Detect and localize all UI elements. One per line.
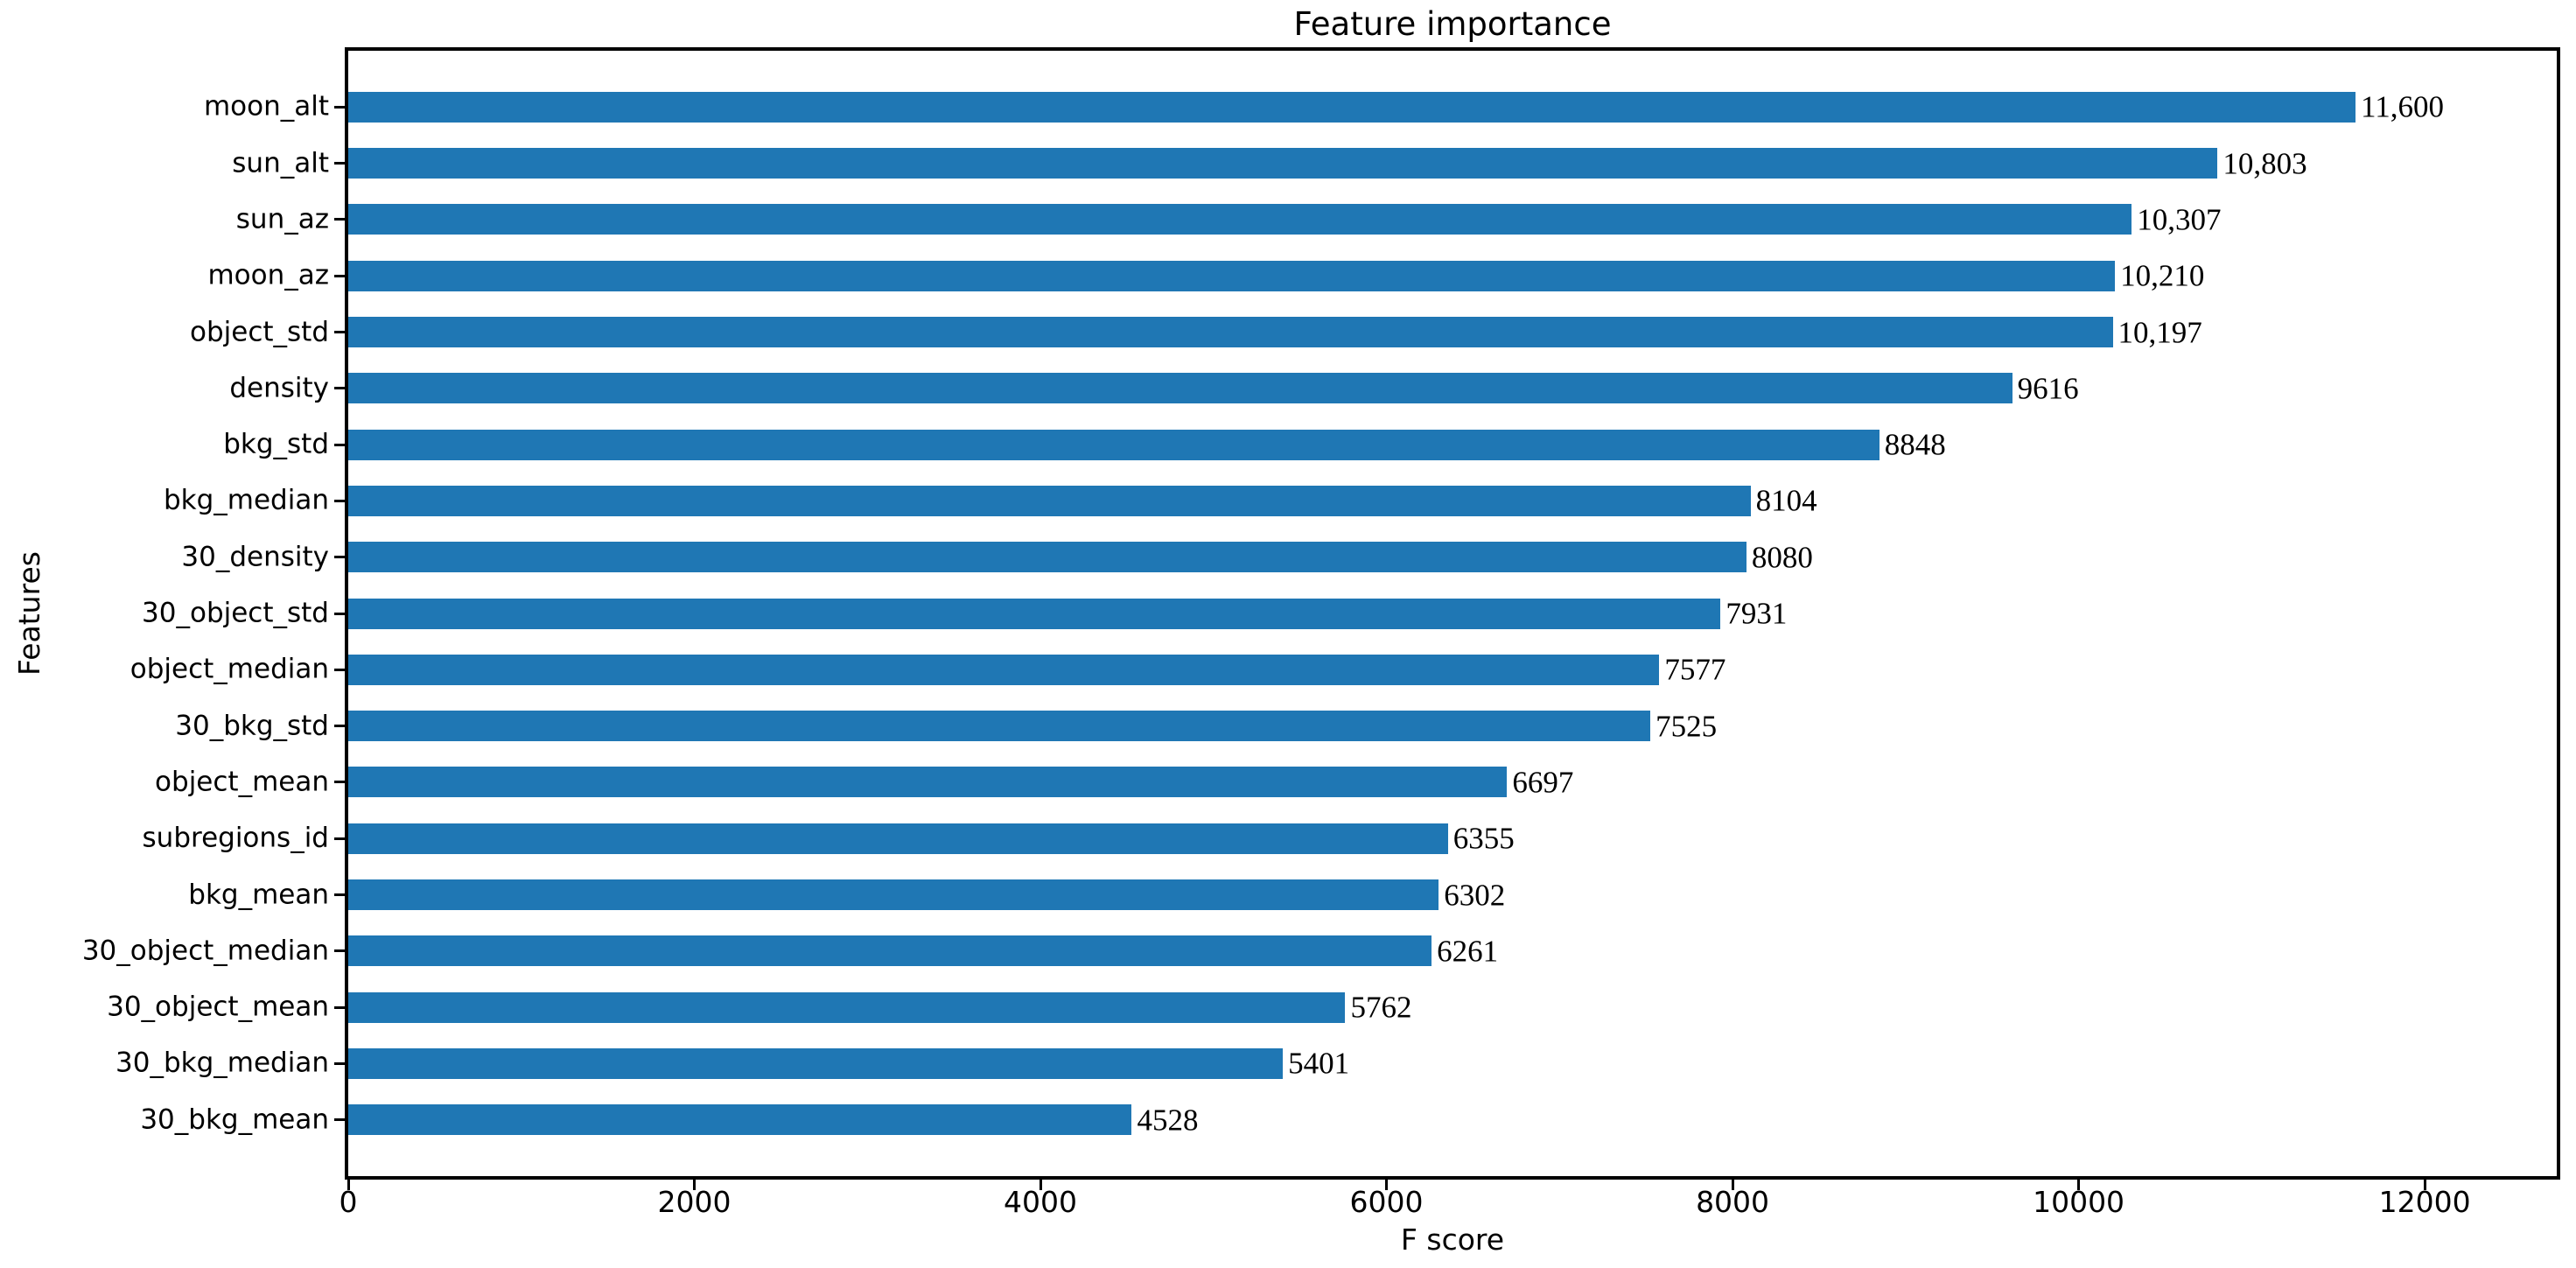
- x-axis-label: F score: [1400, 1222, 1505, 1257]
- y-tick-label: 30_bkg_median: [116, 1047, 329, 1079]
- bar-value-label: 4528: [1137, 1103, 1199, 1138]
- bar-value-label: 7525: [1656, 709, 1718, 744]
- bar: [348, 711, 1651, 742]
- x-tick-label: 12000: [2378, 1185, 2471, 1219]
- bar-value-label: 8080: [1751, 540, 1813, 575]
- bar: [348, 879, 1439, 910]
- bar: [348, 204, 2132, 235]
- bar-value-label: 6697: [1512, 765, 1574, 800]
- y-tick-mark: [334, 499, 345, 502]
- x-tick-label: 8000: [1696, 1185, 1770, 1219]
- y-tick-mark: [334, 781, 345, 784]
- bar: [348, 485, 1751, 516]
- x-tick-label: 0: [339, 1185, 358, 1219]
- bar-value-label: 8104: [1755, 483, 1817, 518]
- y-tick-label: 30_bkg_mean: [140, 1103, 329, 1136]
- y-tick-mark: [334, 949, 345, 953]
- y-tick-label: 30_object_mean: [107, 991, 329, 1023]
- y-tick-label: object_median: [130, 653, 329, 685]
- bar: [348, 429, 1880, 460]
- bar: [348, 373, 2012, 404]
- bar: [348, 317, 2113, 347]
- y-tick-mark: [334, 443, 345, 446]
- y-tick-mark: [334, 1061, 345, 1065]
- bar-value-label: 10,803: [2222, 146, 2307, 181]
- bar: [348, 542, 1746, 573]
- bar-value-label: 10,210: [2120, 258, 2205, 293]
- y-tick-mark: [334, 218, 345, 221]
- bar: [348, 935, 1432, 967]
- bar-value-label: 11,600: [2361, 89, 2444, 124]
- bar-value-label: 9616: [2017, 371, 2079, 406]
- y-tick-mark: [334, 668, 345, 671]
- bar-value-label: 10,307: [2137, 202, 2222, 237]
- bar: [348, 823, 1448, 854]
- y-tick-mark: [334, 612, 345, 615]
- bar: [348, 991, 1346, 1023]
- plot-area: 11,600 10,803 10,307 10,210 10,197 9616 8848 81…: [345, 47, 2560, 1180]
- x-tick-label: 10000: [2033, 1185, 2125, 1219]
- bar: [348, 1104, 1132, 1136]
- y-tick-label: 30_object_median: [81, 935, 329, 967]
- bar-value-label: 6302: [1444, 878, 1506, 912]
- y-tick-mark: [334, 387, 345, 390]
- bar-value-label: 5401: [1288, 1046, 1350, 1081]
- x-tick-label: 2000: [657, 1185, 732, 1219]
- bar: [348, 148, 2218, 179]
- y-tick-mark: [334, 725, 345, 728]
- y-tick-label: object_std: [189, 316, 329, 347]
- y-tick-mark: [334, 837, 345, 840]
- bar: [348, 91, 2356, 123]
- bar-value-label: 6355: [1452, 821, 1515, 856]
- x-tick-mark: [2423, 1180, 2426, 1190]
- y-tick-label: 30_density: [181, 541, 329, 573]
- x-tick-mark: [2077, 1180, 2081, 1190]
- chart-title: Feature importance: [1293, 5, 1612, 43]
- y-tick-label: object_mean: [155, 766, 329, 798]
- x-tick-mark: [1731, 1180, 1734, 1190]
- bar: [348, 767, 1508, 798]
- y-tick-label: density: [229, 372, 329, 404]
- y-tick-mark: [334, 331, 345, 333]
- y-tick-label: sun_az: [235, 203, 329, 235]
- y-tick-mark: [334, 893, 345, 896]
- y-tick-label: subregions_id: [142, 822, 329, 854]
- bar-value-label: 6261: [1437, 934, 1499, 969]
- bar: [348, 598, 1721, 629]
- bar: [348, 260, 2116, 291]
- y-tick-label: bkg_median: [163, 484, 329, 516]
- bar: [348, 654, 1660, 685]
- y-tick-label: moon_alt: [203, 90, 329, 123]
- y-tick-mark: [334, 274, 345, 277]
- y-tick-label: sun_alt: [232, 147, 329, 179]
- y-tick-label: bkg_std: [223, 428, 329, 460]
- y-tick-mark: [334, 105, 345, 109]
- x-tick-mark: [693, 1180, 696, 1190]
- x-tick-mark: [1039, 1180, 1042, 1190]
- y-tick-label: 30_object_std: [142, 597, 329, 629]
- y-tick-mark: [334, 162, 345, 165]
- bar: [348, 1047, 1284, 1079]
- bar-value-label: 7931: [1726, 596, 1788, 631]
- x-tick-label: 6000: [1349, 1185, 1424, 1219]
- x-tick-mark: [346, 1180, 350, 1190]
- x-tick-mark: [1385, 1180, 1389, 1190]
- y-tick-mark: [334, 1005, 345, 1009]
- bar-value-label: 10,197: [2118, 315, 2202, 349]
- y-tick-mark: [334, 556, 345, 559]
- y-tick-label: 30_bkg_std: [175, 710, 329, 742]
- y-tick-label: moon_az: [207, 259, 329, 291]
- bar-value-label: 8848: [1884, 427, 1946, 462]
- bar-value-label: 7577: [1664, 652, 1726, 687]
- y-tick-mark: [334, 1118, 345, 1122]
- y-tick-label: bkg_mean: [188, 879, 329, 910]
- bar-value-label: 5762: [1350, 990, 1412, 1025]
- x-tick-label: 4000: [1004, 1185, 1078, 1219]
